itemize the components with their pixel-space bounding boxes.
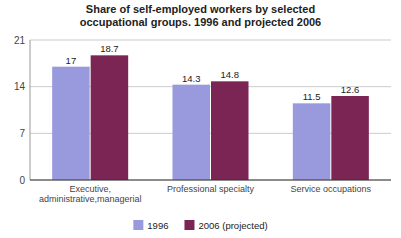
title-line: occupational groups. 1996 and projected …: [80, 16, 321, 28]
bar: [211, 81, 249, 180]
legend-label: 1996: [147, 220, 168, 231]
chart: Share of self-employed workers by select…: [0, 0, 401, 238]
x-tick-label-line: Professional specialty: [167, 184, 255, 194]
x-axis-line: [30, 180, 391, 181]
grid-line: [30, 180, 391, 181]
bar: [52, 67, 90, 180]
x-tick-label-line: administrative,managerial: [39, 194, 142, 204]
y-tick-label: 7: [19, 128, 25, 139]
x-tick-label: Executive,administrative,managerial: [39, 184, 142, 204]
legend-swatch: [133, 220, 143, 230]
legend-item: 2006 (projected): [184, 220, 267, 231]
x-tick-label: Professional specialty: [167, 184, 255, 194]
bar: [293, 103, 331, 180]
data-label: 12.6: [341, 84, 360, 95]
bar: [91, 55, 129, 180]
y-tick-label: 0: [19, 175, 25, 186]
y-tick-label: 21: [14, 35, 26, 46]
y-tick-label: 14: [14, 81, 26, 92]
x-tick-label: Service occupations: [291, 184, 372, 194]
x-tick-label-line: Service occupations: [291, 184, 372, 194]
data-label: 11.5: [303, 91, 321, 102]
y-axis-line: [30, 40, 31, 180]
bar: [331, 96, 369, 180]
bars: [52, 55, 369, 180]
grid-line: [30, 40, 391, 41]
title: Share of self-employed workers by select…: [80, 3, 321, 28]
data-label: 14.8: [221, 69, 240, 80]
legend-swatch: [184, 220, 194, 230]
bar: [172, 85, 210, 180]
legend-item: 1996: [133, 220, 168, 231]
data-labels: 17 14.3 11.5 18.7 14.8 12.6: [66, 43, 360, 102]
data-label: 17: [66, 55, 77, 66]
x-tick-label-line: Executive,: [69, 184, 111, 194]
title-line: Share of self-employed workers by select…: [86, 3, 315, 15]
legend-label: 2006 (projected): [198, 220, 267, 231]
data-label: 18.7: [100, 43, 119, 54]
data-label: 14.3: [182, 73, 201, 84]
legend: 1996 2006 (projected): [133, 220, 267, 231]
